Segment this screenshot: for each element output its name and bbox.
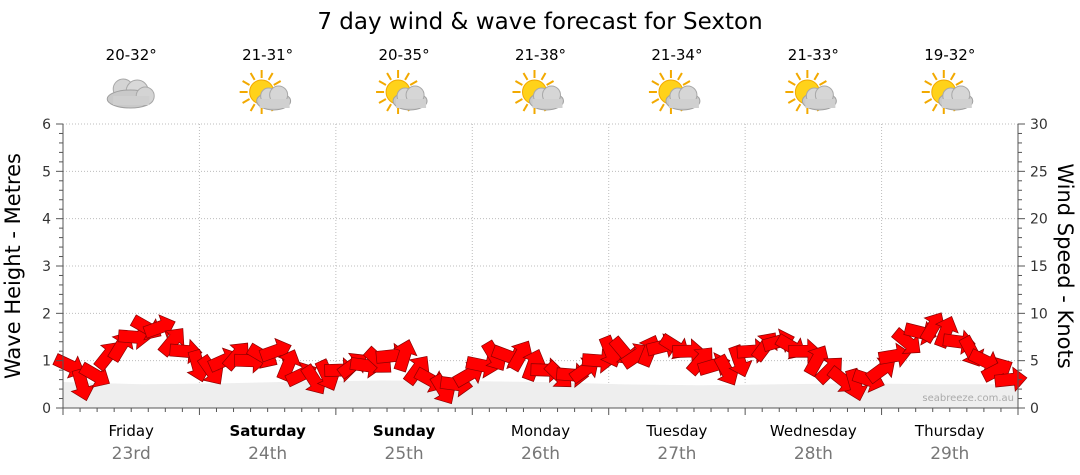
day-date-label: 27th [657,444,696,464]
day-date-label: 24th [248,444,287,464]
right-tick-label: 5 [1030,354,1039,370]
right-tick-label: 30 [1030,117,1048,133]
day-name-label: Saturday [229,422,306,440]
wind-arrow [78,361,110,388]
wind-arrow [803,345,830,378]
temp-range-label: 21-38° [515,46,566,64]
chart-title: 7 day wind & wave forecast for Sexton [317,9,762,35]
day-name-label: Tuesday [645,422,707,440]
axes: 0 1 2 3 4 5 6 0 5 10 15 20 25 30 Friday 23rd Saturday 24t… [42,117,1048,464]
wind-arrow [891,327,921,354]
wind-arrow [877,342,912,368]
wind-arrow [157,328,185,358]
temp-range-label: 20-32° [106,46,157,64]
day-name-label: Friday [108,422,154,440]
left-tick-label: 2 [42,306,51,322]
wind-arrow [814,357,842,386]
wind-arrow [402,355,430,387]
day-headers: 20-32° 21-31° 20-35° 21-38° 21-34° 21-33° 19-3… [106,46,975,114]
wind-arrow [843,367,869,402]
wind-arrow [728,344,753,378]
wave-series [63,380,1018,408]
left-tick-label: 1 [42,354,51,370]
day-date-label: 23rd [112,444,151,464]
temp-range-label: 19-32° [924,46,975,64]
right-tick-label: 25 [1030,164,1048,180]
day-date-label: 29th [930,444,969,464]
temp-range-label: 20-35° [379,46,430,64]
wind-arrow [70,367,96,402]
wind-arrow [393,339,418,373]
partly-cloudy-icon [376,70,428,114]
day-name-label: Monday [511,422,570,440]
temp-range-label: 21-33° [788,46,839,64]
day-date-label: 28th [794,444,833,464]
right-tick-label: 15 [1030,259,1048,275]
left-tick-label: 5 [42,164,51,180]
right-tick-label: 20 [1030,212,1048,228]
wind-series [52,312,1028,405]
right-tick-label: 10 [1030,306,1048,322]
left-tick-label: 3 [42,259,51,275]
left-axis-title: Wave Height - Metres [1,153,25,379]
partly-cloudy-icon [921,70,974,114]
day-name-label: Thursday [914,422,985,440]
wind-arrow [507,340,534,373]
day-name-label: Sunday [373,422,436,440]
right-tick-label: 0 [1030,401,1039,417]
left-tick-label: 0 [42,401,51,417]
wind-arrow [994,366,1028,392]
right-axis-title: Wind Speed - Knots [1053,163,1077,368]
partly-cloudy-icon [785,70,837,114]
day-name-label: Wednesday [770,422,857,440]
partly-cloudy-icon [512,70,564,114]
day-date-label: 25th [385,444,424,464]
partly-cloudy-icon [239,70,292,114]
temp-range-label: 21-34° [651,46,702,64]
partly-cloudy-icon [648,70,701,114]
left-tick-label: 4 [42,212,51,228]
watermark: seabreeze.com.au [922,393,1014,404]
left-tick-label: 6 [42,117,51,133]
wind-arrow [980,357,1013,383]
wind-arrow [685,347,713,377]
cloudy-icon [106,78,155,109]
wave-height-area [63,380,1018,408]
temp-range-label: 21-31° [242,46,293,64]
day-date-label: 26th [521,444,560,464]
